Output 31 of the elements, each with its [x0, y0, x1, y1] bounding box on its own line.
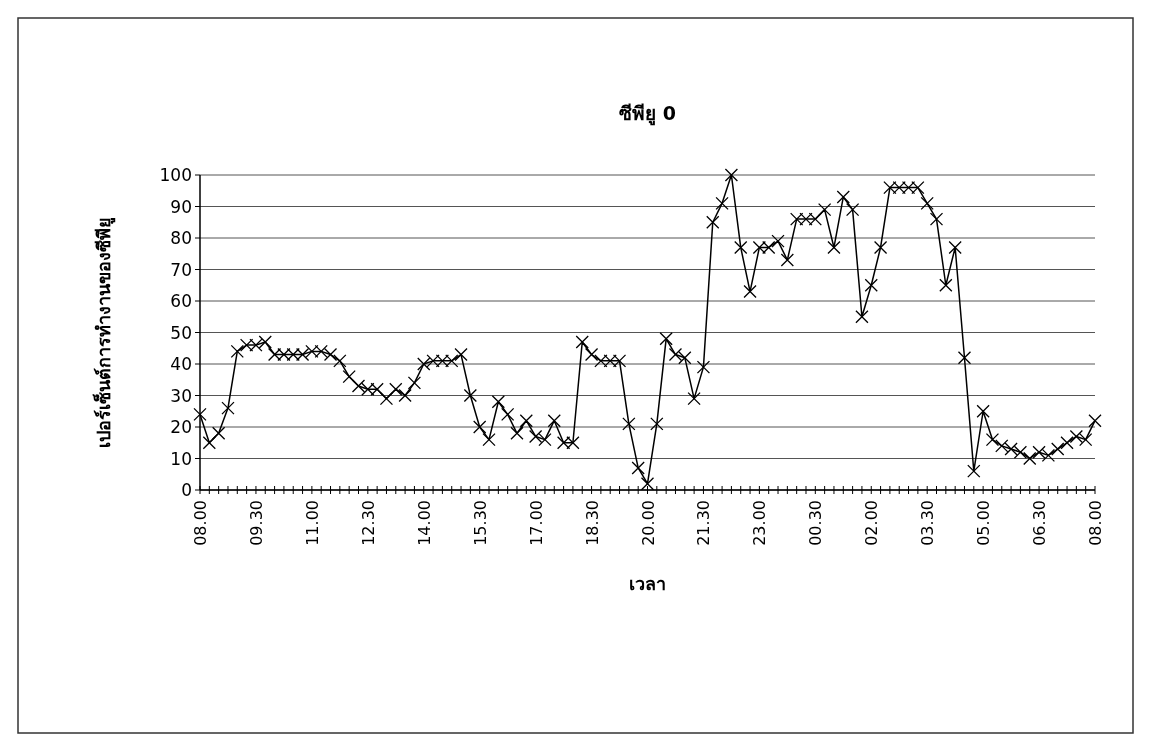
x-tick-label: 12.30 [358, 500, 378, 546]
y-tick-label: 70 [170, 259, 192, 280]
x-tick-label: 08.00 [191, 500, 210, 546]
y-tick-label: 40 [170, 354, 192, 374]
y-tick-label: 10 [170, 448, 192, 469]
x-axis-title: เวลา [629, 573, 666, 594]
x-tick-label: 21.30 [694, 500, 714, 546]
y-tick-label: 100 [159, 165, 192, 185]
x-tick-label: 23.00 [750, 500, 770, 546]
y-axis-title: เปอร์เซ็นต์การทำงานของซีพียู [92, 217, 116, 448]
y-tick-label: 50 [170, 322, 192, 343]
y-tick-label: 30 [170, 385, 192, 406]
x-tick-label: 09.30 [246, 500, 266, 546]
x-tick-label: 11.00 [302, 500, 322, 546]
chart-title: ซีพียู 0 [619, 102, 676, 126]
y-tick-label: 60 [170, 291, 192, 311]
x-tick-label: 15.30 [470, 500, 490, 546]
x-tick-label: 14.00 [414, 500, 434, 546]
x-tick-label: 18.30 [582, 500, 602, 546]
x-tick-label: 17.00 [526, 500, 546, 546]
x-tick-label: 02.00 [862, 500, 882, 546]
y-tick-label: 20 [170, 417, 192, 437]
x-tick-label: 08.00 [1086, 500, 1105, 546]
x-tick-label: 06.30 [1030, 500, 1050, 546]
y-tick-label: 0 [181, 480, 192, 500]
y-tick-label: 90 [170, 196, 192, 217]
y-tick-label: 80 [170, 228, 192, 248]
x-tick-label: 03.30 [918, 500, 938, 546]
x-tick-label: 05.00 [974, 500, 994, 546]
x-tick-label: 20.00 [638, 500, 658, 546]
x-tick-label: 00.30 [806, 500, 826, 546]
